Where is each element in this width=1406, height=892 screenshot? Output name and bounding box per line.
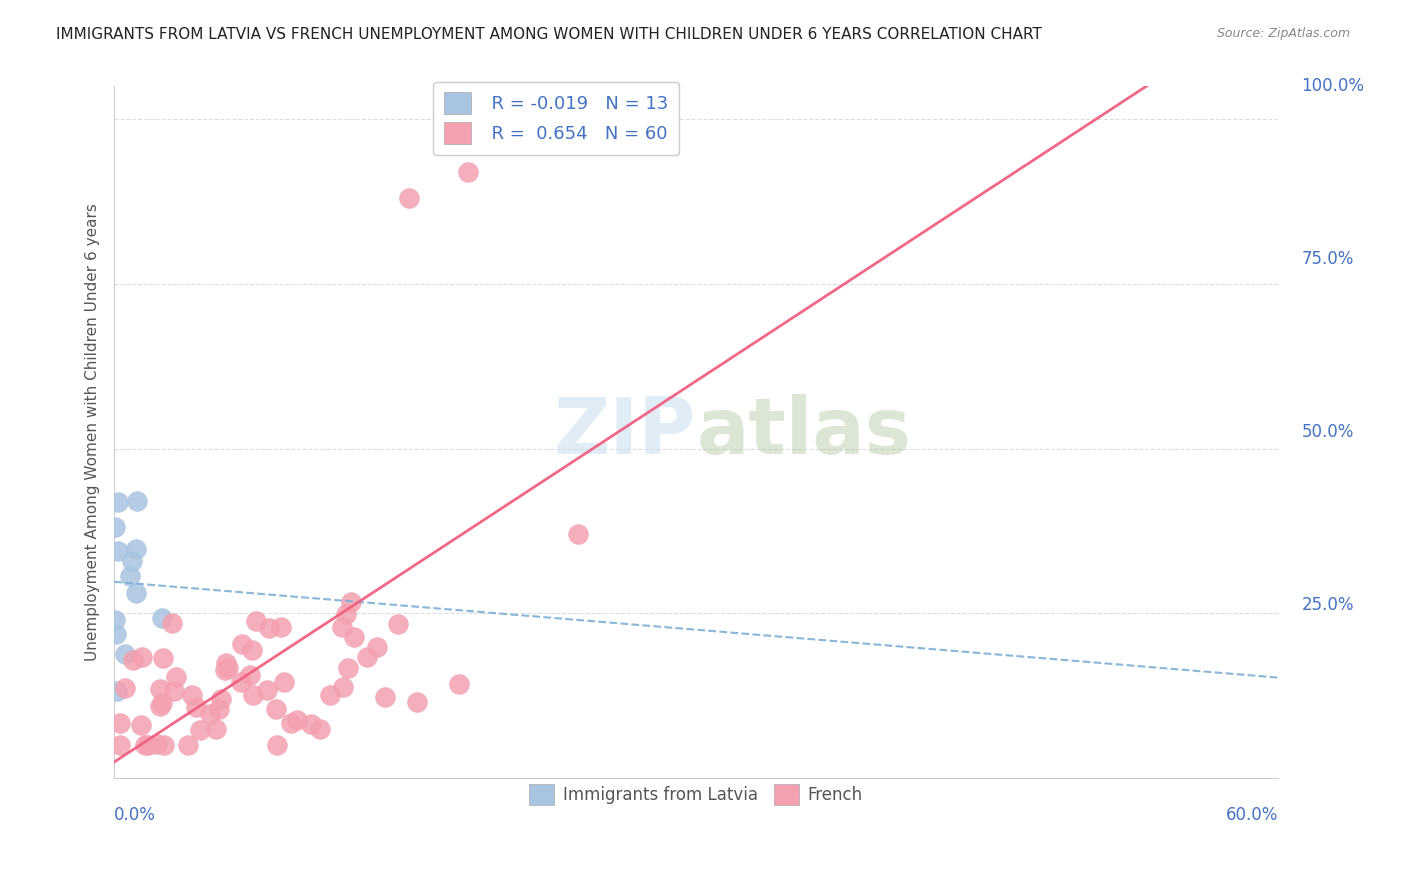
Point [152, 650, 174, 665]
Point [319, 688, 342, 702]
Point [124, 542, 146, 557]
Point [285, 714, 308, 728]
Point [208, 702, 231, 716]
Point [366, 640, 388, 654]
Point [104, 520, 127, 534]
Text: 50.0%: 50.0% [1302, 423, 1354, 442]
Point [205, 723, 228, 737]
Point [374, 690, 396, 705]
Legend: Immigrants from Latvia, French: Immigrants from Latvia, French [523, 778, 869, 811]
Point [105, 683, 128, 698]
Point [356, 649, 378, 664]
Text: Source: ZipAtlas.com: Source: ZipAtlas.com [1216, 27, 1350, 40]
Point [125, 586, 148, 600]
Point [332, 680, 354, 694]
Point [405, 695, 427, 709]
Point [245, 614, 267, 628]
Point [567, 526, 589, 541]
Point [150, 696, 173, 710]
Point [121, 554, 143, 568]
Text: 0.0%: 0.0% [114, 805, 156, 823]
Point [337, 661, 360, 675]
Point [114, 681, 136, 695]
Point [447, 676, 470, 690]
Point [149, 681, 172, 696]
Point [266, 738, 288, 752]
Point [342, 630, 364, 644]
Point [215, 656, 238, 670]
Point [118, 569, 141, 583]
Point [150, 610, 173, 624]
Text: 60.0%: 60.0% [1226, 805, 1278, 823]
Point [242, 688, 264, 702]
Point [229, 674, 252, 689]
Text: atlas: atlas [696, 394, 911, 470]
Point [217, 661, 239, 675]
Text: 25.0%: 25.0% [1302, 596, 1354, 614]
Point [177, 738, 200, 752]
Point [114, 647, 136, 661]
Point [270, 619, 292, 633]
Point [335, 607, 357, 622]
Point [457, 165, 479, 179]
Text: IMMIGRANTS FROM LATVIA VS FRENCH UNEMPLOYMENT AMONG WOMEN WITH CHILDREN UNDER 6 : IMMIGRANTS FROM LATVIA VS FRENCH UNEMPLO… [56, 27, 1042, 42]
Point [127, 494, 149, 508]
Point [257, 621, 280, 635]
Text: ZIP: ZIP [554, 394, 696, 470]
Point [264, 701, 287, 715]
Text: 100.0%: 100.0% [1302, 78, 1364, 95]
Point [309, 722, 332, 736]
Point [273, 675, 295, 690]
Point [145, 737, 167, 751]
Y-axis label: Unemployment Among Women with Children Under 6 years: Unemployment Among Women with Children U… [86, 203, 100, 661]
Text: 75.0%: 75.0% [1302, 251, 1354, 268]
Point [163, 684, 186, 698]
Point [181, 689, 204, 703]
Point [108, 738, 131, 752]
Point [188, 723, 211, 738]
Point [231, 637, 253, 651]
Point [209, 692, 232, 706]
Point [108, 716, 131, 731]
Point [332, 620, 354, 634]
Point [214, 663, 236, 677]
Point [256, 683, 278, 698]
Point [340, 595, 363, 609]
Point [387, 617, 409, 632]
Point [104, 613, 127, 627]
Point [107, 544, 129, 558]
Point [129, 718, 152, 732]
Point [104, 627, 127, 641]
Point [131, 649, 153, 664]
Point [134, 738, 156, 752]
Point [239, 667, 262, 681]
Point [165, 670, 187, 684]
Point [184, 700, 207, 714]
Point [398, 191, 420, 205]
Point [152, 738, 174, 752]
Point [198, 706, 221, 721]
Point [136, 738, 159, 752]
Point [299, 717, 322, 731]
Point [107, 494, 129, 508]
Point [160, 616, 183, 631]
Point [280, 716, 302, 731]
Point [149, 698, 172, 713]
Point [240, 642, 263, 657]
Point [122, 653, 145, 667]
